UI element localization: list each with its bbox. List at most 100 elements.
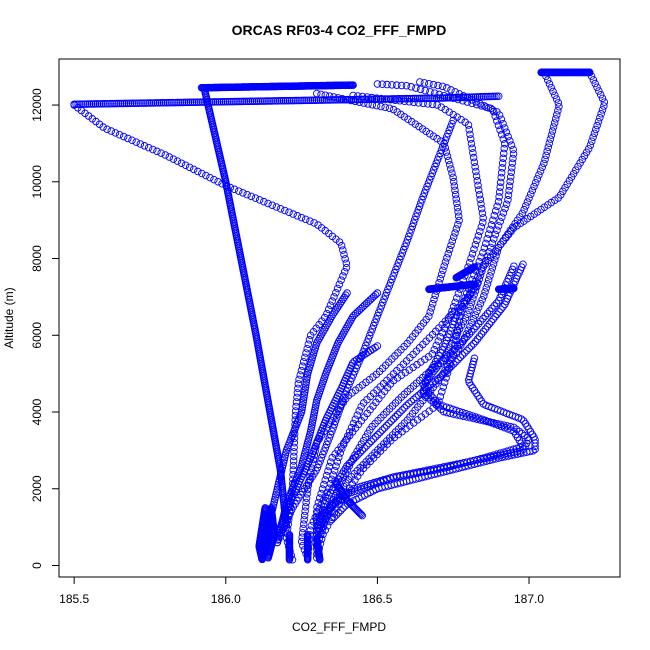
data-point [328, 297, 337, 305]
data-point [299, 96, 307, 105]
data-point [385, 104, 394, 112]
data-point [130, 99, 139, 108]
data-point [317, 510, 326, 519]
data-point [434, 81, 442, 90]
data-point [351, 415, 360, 424]
data-point [420, 386, 428, 394]
data-point [294, 380, 303, 388]
data-point [547, 83, 556, 92]
data-point [456, 340, 464, 348]
data-point [335, 238, 344, 246]
data-point [103, 99, 111, 108]
data-point [339, 95, 348, 104]
data-point [396, 408, 404, 416]
data-point [114, 99, 123, 108]
data-point [149, 145, 157, 154]
data-point [287, 96, 296, 105]
data-point [262, 97, 270, 105]
data-point [487, 268, 495, 276]
data-point [426, 308, 434, 316]
data-point [448, 169, 456, 177]
data-point [497, 168, 506, 177]
data-point [378, 426, 387, 434]
data-point [477, 200, 485, 208]
data-point [186, 98, 195, 107]
data-point [450, 317, 458, 326]
data-point [479, 248, 487, 257]
data-point [531, 442, 539, 450]
y-tick-label: 4000 [30, 398, 44, 425]
data-point [468, 96, 476, 104]
data-point [115, 130, 124, 139]
data-point [483, 309, 492, 318]
data-point [489, 92, 497, 101]
data-point [373, 80, 382, 88]
data-point [334, 410, 342, 419]
data-point [506, 177, 514, 186]
data-point [585, 68, 594, 77]
data-point [414, 99, 423, 107]
data-point [155, 99, 164, 107]
data-point [161, 98, 170, 107]
data-point [482, 284, 491, 292]
data-point [300, 388, 309, 396]
data-point [302, 349, 310, 357]
data-point [555, 102, 563, 111]
data-point [144, 99, 152, 107]
data-point [412, 212, 420, 221]
data-point [474, 320, 483, 328]
data-point [347, 423, 356, 432]
data-point [147, 99, 156, 107]
data-point [142, 99, 150, 107]
data-point [337, 333, 345, 341]
data-point [295, 375, 303, 384]
data-point [333, 458, 342, 466]
data-point [402, 82, 411, 90]
data-point [124, 134, 132, 143]
data-point [402, 401, 411, 410]
data-point [504, 191, 513, 199]
data-point [544, 143, 552, 151]
data-point [387, 417, 395, 425]
data-point [330, 499, 338, 507]
data-point [484, 276, 493, 284]
data-point [401, 368, 410, 377]
data-point [339, 329, 348, 337]
data-point [359, 399, 368, 407]
data-point [273, 97, 282, 105]
data-point [332, 496, 341, 505]
data-point [427, 304, 436, 312]
data-point [317, 453, 326, 462]
data-point [491, 256, 499, 264]
data-point [450, 177, 458, 186]
data-point [260, 97, 268, 105]
data-point [368, 325, 377, 333]
data-point [383, 80, 391, 89]
data-point [315, 513, 323, 521]
data-point [226, 183, 235, 192]
data-point [489, 107, 498, 116]
data-point [335, 453, 343, 462]
data-point [316, 521, 325, 530]
data-point [475, 414, 483, 422]
data-point [229, 97, 237, 106]
data-point [242, 97, 251, 106]
data-point [554, 99, 563, 107]
data-point [89, 100, 98, 108]
y-axis-label: Altitude (m) [2, 287, 16, 348]
data-point [499, 209, 508, 217]
data-point [466, 130, 474, 139]
data-point [358, 92, 367, 101]
data-point [321, 91, 330, 100]
chart-title: ORCAS RF03-4 CO2_FFF_FMPD [232, 22, 447, 38]
data-point [165, 153, 174, 161]
data-point [308, 96, 317, 104]
data-point [303, 96, 311, 105]
data-point [360, 484, 369, 492]
data-point [486, 243, 495, 252]
data-point [171, 98, 179, 107]
data-point [353, 411, 362, 419]
data-point [429, 398, 438, 407]
data-point [438, 388, 446, 396]
data-point [543, 76, 552, 84]
